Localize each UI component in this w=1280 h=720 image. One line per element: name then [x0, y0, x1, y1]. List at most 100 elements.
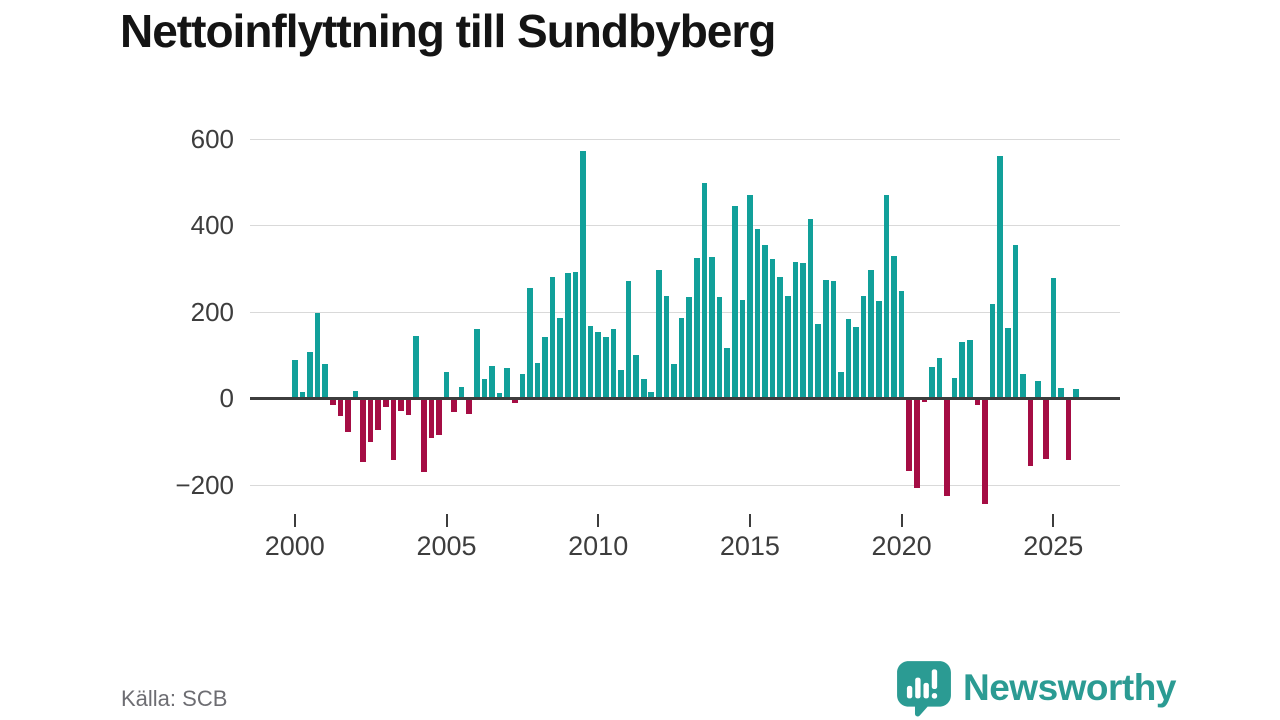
bar-2003-q2: [390, 399, 397, 461]
gridline-y--200: [250, 484, 1120, 486]
bar-2008-q3: [549, 276, 556, 398]
bar-2020-q2: [906, 399, 912, 472]
bar-2024-q3: [1035, 380, 1041, 398]
bar-2025-q4: [1073, 388, 1079, 398]
bar-2003-q1: [383, 399, 389, 407]
x-axis-label-2000: 2000: [264, 531, 325, 561]
y-axis-label-200: 200: [190, 296, 234, 327]
bar-2004-q3: [428, 399, 435, 438]
bar-2008-q1: [534, 363, 541, 398]
x-axis-tick-2015: [748, 514, 751, 527]
bar-2015-q2: [754, 229, 761, 398]
bar-2019-q1: [868, 269, 875, 398]
bar-2022-q2: [967, 340, 973, 398]
bar-2025-q3: [1065, 399, 1072, 461]
bar-2023-q4: [1012, 244, 1019, 398]
bar-2019-q2: [876, 301, 882, 398]
bar-2017-q4: [830, 281, 837, 398]
bar-2020-q3: [913, 399, 920, 488]
bar-2011-q4: [648, 391, 655, 398]
bar-2004-q2: [420, 399, 427, 472]
bar-2021-q2: [936, 357, 943, 398]
bar-2003-q3: [398, 399, 404, 411]
bar-2023-q1: [989, 303, 996, 398]
bar-2006-q2: [481, 379, 488, 398]
gridline-y-600: [250, 138, 1120, 140]
bar-2000-q3: [307, 351, 313, 398]
bar-2020-q4: [921, 399, 928, 402]
gridline-y-400: [250, 225, 1120, 226]
y-axis-label-600: 600: [190, 123, 234, 154]
gridline-y-200: [250, 311, 1120, 313]
y-axis-label--200: −200: [175, 469, 234, 500]
bar-2014-q1: [716, 297, 723, 398]
bar-2021-q1: [929, 366, 935, 398]
x-axis-tick-2020: [900, 514, 903, 527]
bar-2025-q2: [1058, 388, 1064, 398]
y-axis-label-0: 0: [219, 383, 234, 413]
bar-2007-q2: [511, 399, 518, 403]
bar-2009-q3: [580, 151, 586, 398]
bar-2021-q3: [944, 399, 950, 497]
bar-2004-q4: [436, 399, 442, 435]
bar-2016-q1: [777, 276, 784, 398]
bar-2008-q2: [542, 337, 548, 398]
x-axis-label-2010: 2010: [568, 531, 629, 561]
bar-2014-q4: [739, 300, 746, 398]
source-caption: Källa: SCB: [121, 686, 228, 711]
x-axis-zero-line: [250, 396, 1120, 400]
bar-2002-q2: [360, 399, 366, 463]
bar-2012-q2: [663, 295, 670, 398]
bar-2016-q4: [800, 262, 806, 398]
x-axis-tick-2005: [445, 514, 448, 527]
bar-2001-q1: [322, 364, 328, 398]
newsworthy-bubble-chart-icon: [897, 661, 951, 717]
bar-2018-q3: [853, 326, 859, 398]
bar-2002-q4: [375, 399, 382, 430]
bar-2009-q4: [587, 326, 594, 398]
bar-2014-q3: [731, 205, 738, 398]
bar-2012-q3: [671, 364, 677, 398]
bar-2006-q1: [474, 328, 480, 398]
bar-2010-q3: [610, 328, 617, 398]
bar-2022-q1: [959, 342, 966, 398]
bar-2022-q4: [982, 399, 988, 505]
bar-2006-q4: [496, 392, 503, 398]
bar-2016-q2: [785, 295, 791, 398]
bar-2005-q2: [451, 399, 457, 413]
bar-2023-q3: [1004, 328, 1011, 398]
bar-2013-q4: [709, 256, 715, 398]
bar-2010-q2: [602, 337, 609, 398]
bar-2007-q4: [527, 287, 533, 398]
bar-2005-q4: [466, 399, 473, 415]
bar-2018-q4: [860, 296, 867, 398]
bar-2017-q3: [822, 280, 829, 398]
bar-2007-q1: [504, 367, 510, 398]
bar-2006-q3: [489, 366, 495, 398]
bar-2024-q4: [1042, 399, 1049, 460]
bar-2007-q3: [519, 373, 526, 398]
bar-2016-q3: [792, 261, 799, 398]
x-axis-label-2005: 2005: [416, 531, 477, 561]
x-axis-tick-2025: [1052, 514, 1055, 527]
bar-2013-q1: [686, 296, 692, 398]
bar-2005-q3: [458, 387, 465, 398]
bar-2005-q1: [443, 372, 450, 398]
bar-2001-q4: [345, 399, 351, 432]
bar-2011-q3: [640, 378, 647, 398]
bar-2019-q3: [883, 194, 890, 398]
bar-2015-q3: [762, 244, 768, 398]
bar-2010-q1: [595, 332, 601, 398]
x-axis-tick-2010: [597, 514, 600, 527]
bar-2011-q2: [633, 354, 639, 398]
bar-2015-q4: [769, 259, 776, 398]
bar-2009-q2: [572, 271, 579, 398]
bar-2017-q1: [807, 218, 814, 398]
newsworthy-wordmark: Newsworthy: [963, 667, 1176, 708]
bar-2000-q4: [314, 312, 321, 398]
bar-2015-q1: [747, 194, 753, 398]
bar-2009-q1: [565, 273, 571, 398]
bar-2004-q1: [413, 335, 419, 398]
